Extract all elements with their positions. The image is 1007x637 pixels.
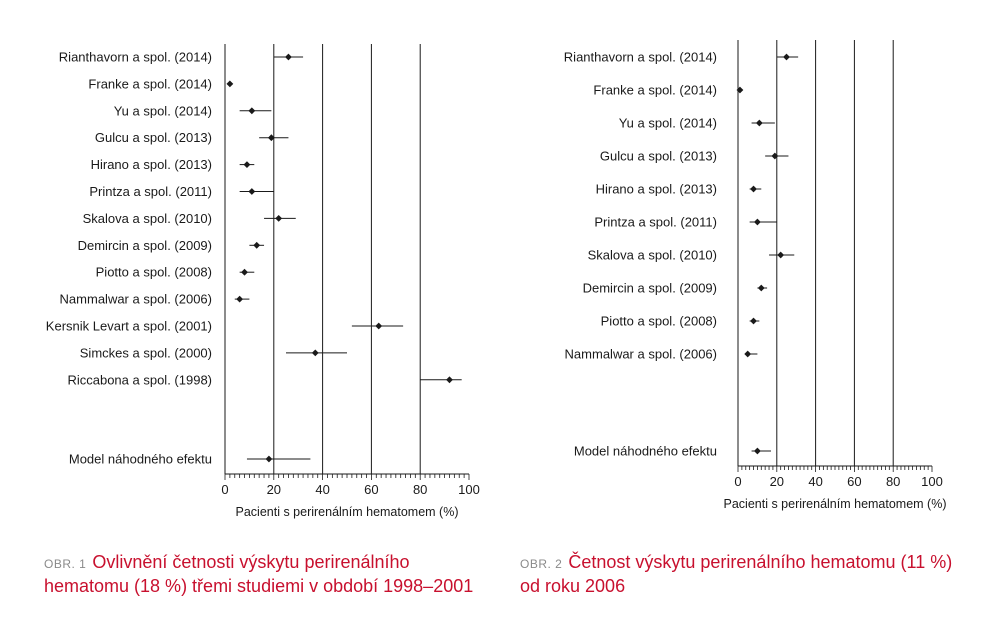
x-tick-label-20: 20: [770, 474, 784, 489]
study-row-10-estimate-marker: [236, 295, 244, 303]
study-row-7-estimate-marker: [777, 251, 785, 259]
pooled-row-label: Model náhodného efektu: [574, 444, 717, 459]
x-tick-label-60: 60: [364, 482, 378, 497]
study-row-10-label: Nammalwar a spol. (2006): [565, 347, 717, 362]
caption-1: OBR. 1 Ovlivnění četnosti výskytu periren…: [44, 551, 484, 597]
caption-2: OBR. 2 Četnost výskytu perirenálního hema…: [520, 551, 960, 597]
x-tick-label-40: 40: [315, 482, 329, 497]
x-tick-label-40: 40: [808, 474, 822, 489]
study-row-2-estimate-marker: [226, 80, 234, 88]
study-row-4-label: Gulcu a spol. (2013): [600, 149, 717, 164]
study-row-5-label: Hirano a spol. (2013): [596, 182, 717, 197]
study-row-4-estimate-marker: [771, 152, 779, 160]
study-row-4-label: Gulcu a spol. (2013): [95, 130, 212, 145]
x-tick-label-60: 60: [847, 474, 861, 489]
caption-2-prefix: OBR. 2: [520, 557, 563, 571]
pooled-row-estimate-marker: [754, 447, 761, 455]
study-row-9-label: Piotto a spol. (2008): [96, 265, 212, 280]
study-row-13-label: Riccabona a spol. (1998): [67, 372, 212, 387]
x-tick-label-80: 80: [886, 474, 900, 489]
study-row-8-estimate-marker: [757, 284, 765, 292]
forest-plot-1: 0 20 40 60 80 100 Pacienti s perirenálním hema…: [46, 44, 480, 519]
study-row-7-estimate-marker: [275, 215, 283, 222]
forest-plot-2: 0 20 40 60 80 100 Pacienti s perirenálním hema…: [564, 40, 947, 511]
study-row-8-label: Demircin a spol. (2009): [583, 281, 717, 296]
x-tick-label-0: 0: [734, 474, 741, 489]
study-row-11-label: Kersnik Levart a spol. (2001): [46, 319, 212, 334]
x-axis-label: Pacienti s perirenálním hematomem (%): [724, 497, 947, 511]
study-row-4-estimate-marker: [267, 134, 275, 142]
study-row-2-label: Franke a spol. (2014): [593, 83, 717, 98]
study-row-3-label: Yu a spol. (2014): [619, 116, 717, 131]
x-tick-label-20: 20: [267, 482, 281, 497]
study-row-7-label: Skalova a spol. (2010): [83, 211, 212, 226]
study-row-13-estimate-marker: [446, 376, 453, 384]
study-row-2-label: Franke a spol. (2014): [88, 76, 212, 91]
study-row-1-label: Rianthavorn a spol. (2014): [564, 50, 717, 65]
study-row-10-estimate-marker: [744, 350, 752, 358]
study-row-2-estimate-marker: [736, 86, 744, 94]
study-row-5-label: Hirano a spol. (2013): [91, 157, 212, 172]
study-row-6-estimate-marker: [754, 218, 761, 226]
study-row-1-label: Rianthavorn a spol. (2014): [59, 50, 212, 65]
caption-2-text: Četnost výskytu perirenálního hematomu (…: [520, 552, 953, 596]
study-row-5-estimate-marker: [243, 161, 251, 168]
study-row-12-estimate-marker: [311, 349, 319, 357]
study-row-1-estimate-marker: [783, 53, 790, 61]
study-row-10-label: Nammalwar a spol. (2006): [60, 292, 212, 307]
x-tick-label-100: 100: [921, 474, 943, 489]
study-row-9-label: Piotto a spol. (2008): [601, 314, 717, 329]
study-row-8-label: Demircin a spol. (2009): [78, 238, 212, 253]
x-tick-label-100: 100: [458, 482, 480, 497]
study-row-9-estimate-marker: [241, 268, 248, 276]
study-row-1-estimate-marker: [285, 53, 292, 61]
pooled-row-label: Model náhodného efektu: [69, 452, 212, 467]
study-row-3-estimate-marker: [755, 119, 763, 127]
caption-1-text: Ovlivnění četnosti výskytu perirenálního…: [44, 552, 474, 596]
study-row-3-label: Yu a spol. (2014): [114, 103, 212, 118]
study-row-9-estimate-marker: [750, 317, 757, 325]
study-row-3-estimate-marker: [248, 107, 256, 115]
x-tick-label-80: 80: [413, 482, 427, 497]
x-tick-label-0: 0: [221, 482, 228, 497]
study-row-6-label: Printza a spol. (2011): [594, 215, 717, 230]
study-row-6-estimate-marker: [248, 188, 256, 195]
study-row-5-estimate-marker: [750, 185, 757, 193]
study-row-7-label: Skalova a spol. (2010): [588, 248, 717, 263]
caption-1-prefix: OBR. 1: [44, 557, 87, 571]
study-row-11-estimate-marker: [375, 322, 383, 330]
study-row-12-label: Simckes a spol. (2000): [80, 345, 212, 360]
x-axis-label: Pacienti s perirenálním hematomem (%): [236, 505, 459, 519]
study-row-8-estimate-marker: [253, 241, 261, 249]
study-row-6-label: Printza a spol. (2011): [89, 184, 212, 199]
pooled-row-estimate-marker: [265, 455, 273, 463]
